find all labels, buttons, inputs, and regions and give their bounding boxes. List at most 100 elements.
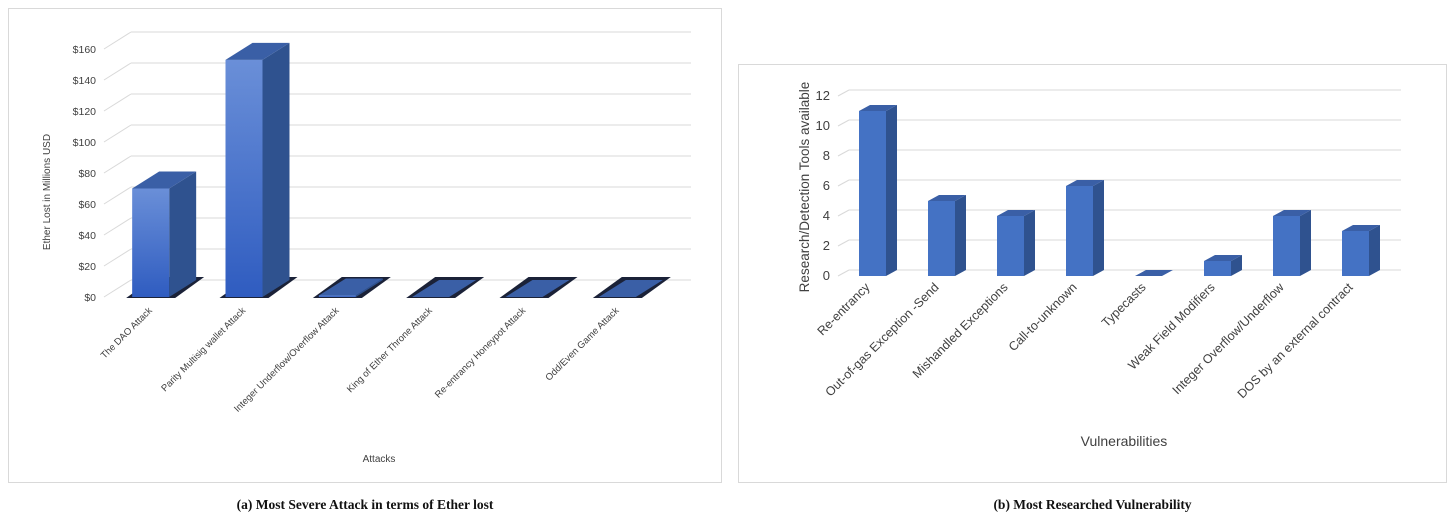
gridline-slant — [103, 217, 132, 236]
bar-top — [997, 210, 1035, 216]
bar-side — [1300, 210, 1311, 276]
y-tick-label: $80 — [78, 168, 96, 180]
bar-top — [505, 280, 570, 297]
bar-king-of-ether-throne-attack — [406, 277, 485, 298]
gridline-slant — [103, 31, 132, 50]
chart-panel-vulnerabilities: 0 2 4 6 8 10 12 Re-entrancy Out-of-gas Exception… — [738, 64, 1447, 483]
bar-typecasts — [1135, 270, 1173, 276]
gridline-slant — [103, 155, 132, 174]
bar-side — [1369, 225, 1380, 276]
y-tick-label: 12 — [816, 88, 830, 103]
y-tick-label: $40 — [78, 230, 96, 242]
bar-side — [262, 42, 290, 297]
bar-side — [355, 278, 383, 297]
bar-top — [132, 171, 197, 189]
gridline-slant — [103, 279, 132, 298]
bar-front — [1066, 186, 1093, 276]
caption-attacks: (a) Most Severe Attack in terms of Ether… — [236, 497, 494, 512]
y-tick-label: $160 — [73, 44, 97, 56]
bar-top — [928, 195, 966, 201]
bar-front — [1342, 231, 1369, 276]
chart-panel-attacks: $0 $20 $40 $60 $80 $100 $120 $140 $160 The DAO At… — [8, 8, 722, 483]
x-axis-title: Vulnerabilities — [1081, 433, 1168, 449]
bar-integer-overflow-underflow — [1273, 210, 1311, 276]
bar-top — [1066, 180, 1104, 186]
bar-side — [955, 195, 966, 276]
y-tick-label: 6 — [823, 178, 830, 193]
x-tick-label: King of Ether Throne Attack — [345, 305, 435, 395]
gridline-slant — [837, 209, 850, 217]
bar-out-of-gas-exception-send — [928, 195, 966, 276]
x-tick-label: Out-of-gas Exception -Send — [823, 280, 942, 399]
bar-front — [318, 295, 356, 297]
bar-re-entrancy-honeypot-attack — [499, 277, 578, 298]
y-tick-label: 4 — [823, 208, 830, 223]
bar-integer-underflow-overflow-attack — [312, 277, 391, 298]
bar-side — [169, 171, 197, 297]
bar-side — [1231, 255, 1242, 276]
bar-front — [928, 201, 955, 276]
caption-vulnerabilities: (b) Most Researched Vulnerability — [993, 497, 1192, 512]
bar-front — [1273, 216, 1300, 276]
y-tick-label: 8 — [823, 148, 830, 163]
gridline-slant — [837, 179, 850, 187]
gridline-slant — [103, 248, 132, 267]
y-tick-label: $100 — [73, 137, 97, 149]
gridline-slant — [103, 62, 132, 81]
bar-front — [132, 188, 170, 297]
attacks-chart: $0 $20 $40 $60 $80 $100 $120 $140 $160 The DAO At… — [42, 31, 691, 465]
x-tick-label: Integer Underflow/Overflow Attack — [232, 305, 342, 415]
bar-top — [1135, 270, 1173, 276]
bar-top — [225, 42, 290, 60]
x-axis-title: Attacks — [363, 454, 396, 465]
bar-top — [1342, 225, 1380, 231]
gridline-slant — [837, 149, 850, 157]
bar-top — [1204, 255, 1242, 261]
x-tick-label: Parity Multisig wallet Attack — [159, 305, 248, 394]
x-tick-label: Integer Overflow/Underflow — [1170, 280, 1288, 398]
bar-re-entrancy — [859, 105, 897, 276]
bar-top — [412, 280, 477, 297]
bar-front — [1204, 261, 1231, 276]
gridline-slant — [103, 124, 132, 143]
y-axis-title: Ether Lost in Millions USD — [42, 134, 53, 250]
y-tick-label: $60 — [78, 199, 96, 211]
bar-side — [886, 105, 897, 276]
y-tick-label: $20 — [78, 261, 96, 273]
bar-odd-even-game-attack — [592, 277, 671, 298]
y-axis-title: Research/Detection Tools available — [797, 82, 812, 293]
bar-parity-multisig-wallet-attack — [219, 42, 298, 298]
bar-dos-by-an-external-contract — [1342, 225, 1380, 276]
x-tick-label: Odd/Even Game Attack — [543, 305, 621, 383]
y-tick-label: 0 — [823, 268, 830, 283]
gridline-slant — [837, 239, 850, 247]
bar-side — [1093, 180, 1104, 276]
y-tick-label: $0 — [84, 292, 96, 304]
bar-the-dao-attack — [126, 171, 205, 298]
gridline-slant — [103, 186, 132, 205]
x-tick-label: Typecasts — [1099, 280, 1149, 330]
bar-mishandled-exceptions — [997, 210, 1035, 276]
y-tick-label: $120 — [73, 106, 97, 118]
bar-top — [598, 280, 663, 297]
bar-weak-field-modifiers — [1204, 255, 1242, 276]
bar-call-to-unknown — [1066, 180, 1104, 276]
bar-top — [318, 278, 383, 296]
bar-front — [997, 216, 1024, 276]
bar-front — [859, 111, 886, 276]
x-tick-label: The DAO Attack — [99, 305, 155, 361]
y-tick-label: 2 — [823, 238, 830, 253]
bar-top — [859, 105, 897, 111]
x-tick-label: DOS by an external contract — [1235, 280, 1356, 401]
y-tick-label: $140 — [73, 75, 97, 87]
x-tick-label: Call-to-unknown — [1006, 280, 1080, 354]
gridline-slant — [837, 269, 850, 277]
bar-top — [1273, 210, 1311, 216]
bar-side — [1024, 210, 1035, 276]
bar-front — [225, 59, 263, 297]
x-tick-label: Re-entrancy Honeypot Attack — [433, 305, 528, 400]
gridline-slant — [837, 89, 850, 97]
gridline-slant — [837, 119, 850, 127]
x-tick-label: Re-entrancy — [815, 280, 874, 339]
